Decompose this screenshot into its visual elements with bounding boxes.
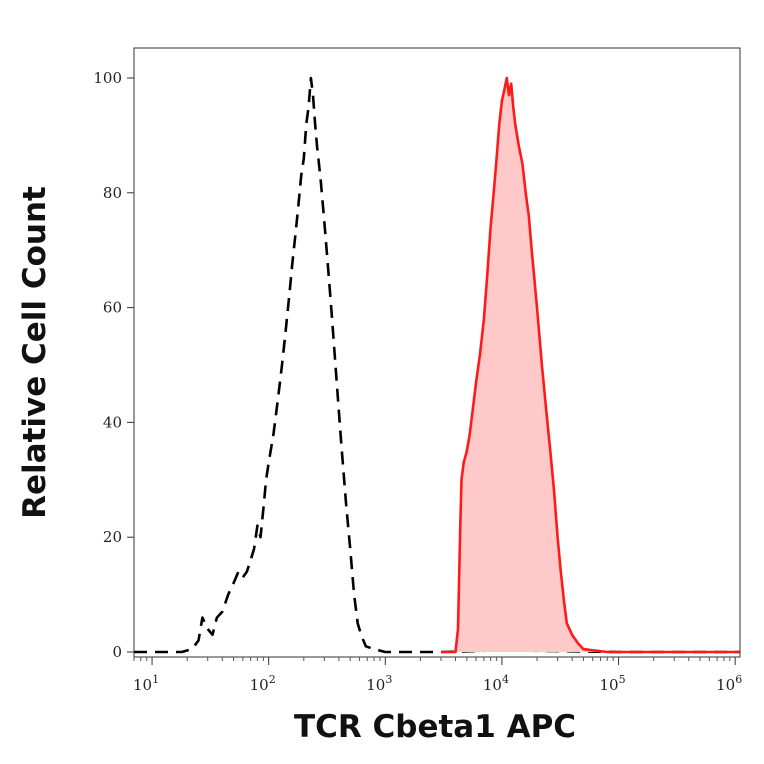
y-tick-label: 20 <box>103 528 122 546</box>
y-tick-label: 80 <box>103 184 122 202</box>
series-2-fill <box>441 78 740 652</box>
x-axis: 101 102 103 104 105 106 <box>133 657 742 694</box>
y-tick-label: 100 <box>93 69 122 87</box>
x-tick-label: 102 <box>250 673 276 694</box>
y-axis-title: Relative Cell Count <box>17 186 53 519</box>
x-tick-label: 105 <box>600 673 626 694</box>
x-tick-label: 106 <box>716 673 742 694</box>
plot-frame <box>133 47 741 658</box>
x-tick-label: 104 <box>483 673 509 694</box>
y-tick-label: 40 <box>103 413 122 431</box>
x-tick-label: 101 <box>133 673 159 694</box>
series-1-line <box>134 76 740 654</box>
series-layer <box>134 76 740 654</box>
series-2-line <box>441 76 740 654</box>
y-axis: 0 20 40 60 80 100 <box>93 69 134 661</box>
y-tick-label: 0 <box>112 643 122 661</box>
x-tick-label: 103 <box>366 673 392 694</box>
x-axis-title: TCR Cbeta1 APC <box>294 709 576 745</box>
y-tick-label: 60 <box>103 299 122 317</box>
